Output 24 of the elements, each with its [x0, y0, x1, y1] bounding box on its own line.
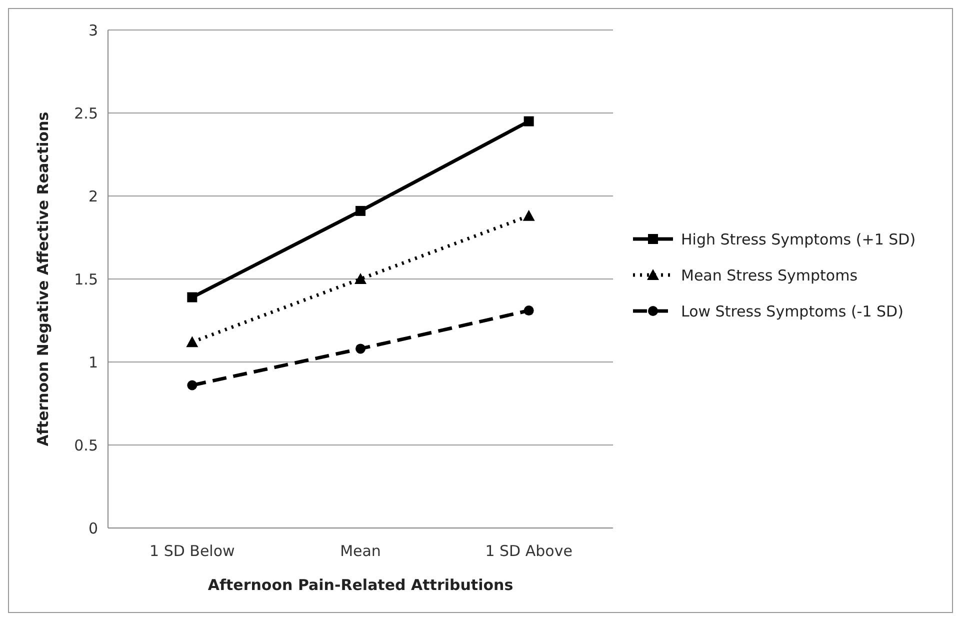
point — [187, 380, 198, 390]
x-tick-label: 1 SD Above — [485, 542, 572, 560]
y-tick-label: 3 — [88, 21, 98, 40]
y-tick-label: 2.5 — [74, 104, 98, 122]
point — [522, 210, 535, 221]
point — [356, 344, 366, 354]
point — [186, 336, 198, 348]
y-axis-title: Afternoon Negative Affective Reactions — [34, 112, 52, 446]
legend-label: Mean Stress Symptoms — [681, 266, 858, 284]
legend-label: High Stress Symptoms (+1 SD) — [681, 230, 916, 248]
point — [524, 116, 534, 126]
y-tick-label: 2 — [88, 187, 98, 206]
x-axis-title: Afternoon Pain-Related Attributions — [208, 576, 514, 594]
point — [356, 206, 366, 216]
point — [187, 292, 198, 302]
y-tick-label: 0 — [88, 519, 98, 538]
y-tick-label: 1.5 — [74, 270, 98, 288]
point — [524, 306, 534, 316]
y-tick-label: 0.5 — [74, 436, 98, 454]
x-tick-label: 1 SD Below — [150, 542, 235, 560]
legend-label: Low Stress Symptoms (-1 SD) — [681, 302, 904, 320]
point — [354, 273, 366, 284]
x-tick-label: Mean — [340, 542, 381, 560]
y-tick-label: 1 — [88, 353, 98, 372]
